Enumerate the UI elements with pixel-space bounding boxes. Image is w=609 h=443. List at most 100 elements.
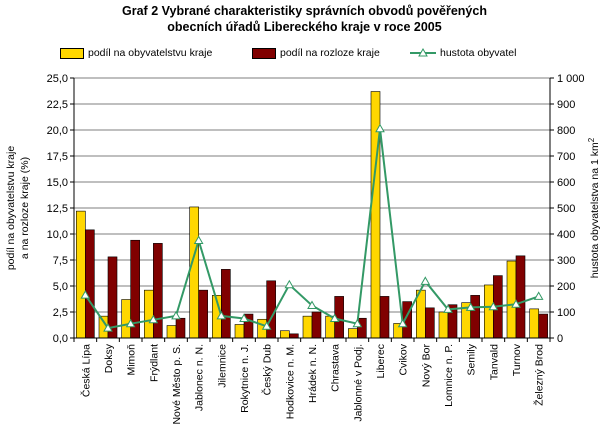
bar-area bbox=[379, 296, 390, 339]
bar-population bbox=[121, 299, 131, 339]
y-tick-label-right: 100 bbox=[557, 307, 575, 319]
bar-population bbox=[348, 328, 358, 339]
density-marker bbox=[420, 276, 431, 285]
y-tick-label-left: 15,0 bbox=[47, 177, 68, 189]
legend-item-population: podíl na obyvatelstvu kraje bbox=[60, 47, 212, 59]
density-marker bbox=[80, 290, 91, 299]
chart-title: Graf 2 Vybrané charakteristiky správních… bbox=[0, 3, 609, 35]
density-marker bbox=[329, 313, 340, 322]
bar-area bbox=[198, 289, 208, 339]
density-marker bbox=[443, 304, 453, 313]
x-tick-label: Liberec bbox=[375, 344, 387, 378]
bar-population bbox=[438, 311, 449, 339]
bar-population bbox=[189, 206, 199, 339]
legend-item-density: hustota obyvatel bbox=[410, 47, 516, 59]
x-tick-label: Český Dub bbox=[261, 344, 274, 396]
bars bbox=[76, 91, 548, 339]
x-tick-label: Turnov bbox=[511, 343, 523, 376]
x-tick-label: Nový Bor bbox=[420, 344, 432, 388]
x-tick-label: Semily bbox=[466, 343, 478, 375]
density-marker bbox=[239, 313, 249, 322]
x-tick-label: Jilemnice bbox=[216, 344, 228, 388]
x-tick-label: Česká Lípa bbox=[79, 344, 92, 397]
y-tick-label-right: 600 bbox=[557, 177, 575, 189]
density-marker bbox=[216, 310, 227, 320]
bar-population bbox=[484, 284, 494, 339]
legend-item-area: podíl na rozloze kraje bbox=[252, 47, 380, 59]
y-tick-label-left: 22,5 bbox=[47, 99, 68, 111]
y-tick-label-right: 900 bbox=[557, 99, 575, 111]
legend-swatch-area bbox=[252, 47, 276, 59]
y-tick-label-left: 7,5 bbox=[53, 255, 68, 267]
bar-population bbox=[144, 289, 154, 339]
y-tick-label-right: 800 bbox=[557, 125, 575, 137]
y-tick-label-right: 700 bbox=[557, 151, 575, 163]
y-axis-title-left-line2: a na rozloze kraje (%) bbox=[19, 157, 31, 259]
y-tick-label-left: 25,0 bbox=[47, 73, 68, 85]
x-tick-label: Doksy bbox=[103, 343, 115, 373]
bar-area bbox=[221, 269, 231, 339]
y-axis-title-left-line1: podíl na obyvatelstvu kraje bbox=[5, 146, 17, 270]
bar-area bbox=[85, 229, 95, 339]
bar-area bbox=[538, 313, 548, 339]
legend-swatch-density bbox=[410, 48, 436, 57]
x-tick-label: Frýdlant bbox=[148, 344, 160, 382]
y-tick-label-left: 17,5 bbox=[47, 151, 68, 163]
y-tick-label-left: 10,0 bbox=[47, 229, 68, 241]
x-tick-label: Lomnice n. P. bbox=[443, 344, 455, 407]
y-tick-label-right: 1 000 bbox=[557, 73, 585, 85]
y-tick-label-left: 2,5 bbox=[53, 307, 68, 319]
density-marker bbox=[103, 323, 113, 332]
bar-population bbox=[76, 210, 86, 339]
density-marker bbox=[261, 321, 272, 330]
density-marker bbox=[352, 318, 363, 328]
bar-area bbox=[515, 255, 526, 339]
bar-area bbox=[470, 295, 480, 339]
bar-area bbox=[289, 333, 299, 339]
y-axis-title-right: hustota obyvatelstva na 1 km2 bbox=[587, 137, 601, 278]
x-tick-label: Cvikov bbox=[398, 343, 410, 375]
y-tick-label-left: 12,5 bbox=[47, 203, 68, 215]
density-marker bbox=[397, 318, 408, 328]
bar-population bbox=[166, 325, 177, 339]
y-tick-label-right: 500 bbox=[557, 203, 575, 215]
x-tick-label: Rokytnice n. J. bbox=[239, 344, 251, 413]
x-tick-label: Jablonné v Podj. bbox=[352, 344, 364, 422]
density-marker bbox=[375, 123, 385, 133]
x-tick-label: Hrádek n. N. bbox=[307, 344, 319, 403]
bar-population bbox=[302, 315, 313, 339]
bar-area bbox=[175, 317, 186, 339]
y-tick-label-right: 0 bbox=[557, 333, 563, 345]
bar-population bbox=[529, 308, 539, 339]
bar-area bbox=[425, 307, 435, 339]
density-marker bbox=[125, 318, 136, 328]
y-tick-label-right: 400 bbox=[557, 229, 575, 241]
x-tick-label: Hodkovice n. M. bbox=[284, 344, 296, 419]
y-tick-label-left: 5,0 bbox=[53, 281, 68, 293]
axis-labels: 0,0 2,5 5,0 7,5 10,0 12,5 15,0 17,5 20,0 22,5 25,0… bbox=[5, 73, 601, 425]
x-tick-label: Chrastava bbox=[330, 344, 342, 392]
density-marker bbox=[171, 310, 181, 320]
x-tick-label: Mimoň bbox=[126, 344, 138, 376]
legend-label-population: podíl na obyvatelstvu kraje bbox=[88, 47, 213, 59]
density-marker bbox=[488, 301, 499, 311]
legend-label-density: hustota obyvatel bbox=[440, 47, 517, 59]
bar-area bbox=[153, 243, 163, 339]
bar-area bbox=[311, 311, 322, 339]
x-tick-label: Nové Město p. S. bbox=[171, 344, 183, 425]
y-tick-label-left: 20,0 bbox=[47, 125, 68, 137]
x-tick-label: Tanvald bbox=[488, 344, 500, 380]
legend-label-area: podíl na rozloze kraje bbox=[280, 47, 380, 59]
x-tick-label: Železný Brod bbox=[533, 344, 546, 406]
axes bbox=[70, 77, 554, 342]
chart-title-line2: obecních úřadů Libereckého kraje v roce … bbox=[167, 20, 442, 34]
bar-population bbox=[506, 260, 517, 339]
bar-population bbox=[280, 330, 290, 339]
density-marker bbox=[465, 302, 476, 311]
legend-swatch-population bbox=[60, 47, 84, 59]
y-axis-title-right-text: hustota obyvatelstva na 1 km bbox=[589, 142, 601, 278]
density-marker bbox=[307, 300, 317, 309]
y-tick-label-left: 0,0 bbox=[53, 333, 68, 345]
